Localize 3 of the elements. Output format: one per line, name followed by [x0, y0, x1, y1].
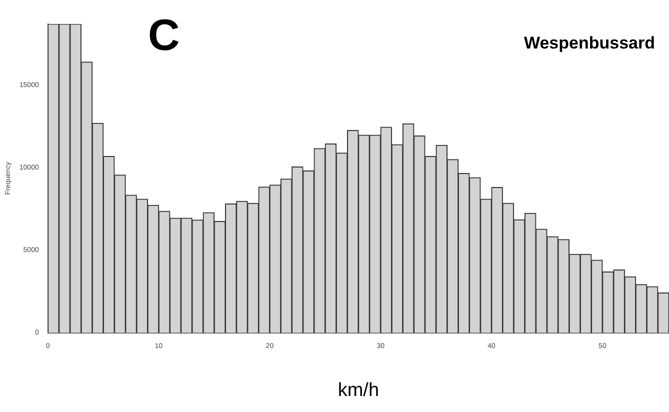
- x-axis-title: km/h: [338, 380, 380, 401]
- annotation: C: [148, 11, 180, 60]
- text: Wespenbussard: [524, 34, 655, 53]
